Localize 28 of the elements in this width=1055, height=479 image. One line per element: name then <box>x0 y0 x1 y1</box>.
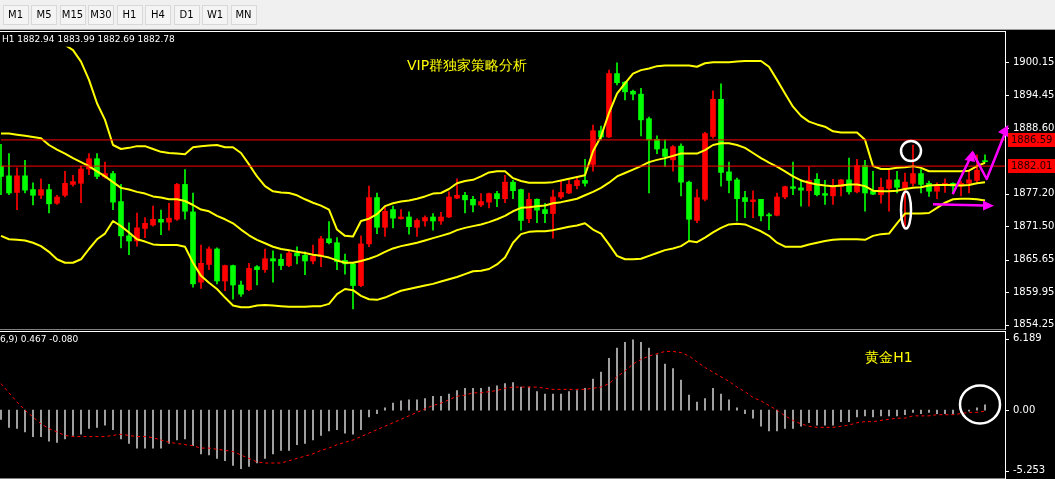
ref-line-label: 1882.01 <box>1011 159 1053 171</box>
y-tick-label: 1859.95 <box>1013 285 1055 297</box>
y-tick-label: 1865.65 <box>1013 253 1055 265</box>
annotation: 黄金H1 <box>865 348 913 365</box>
text: M5 <box>31 4 57 25</box>
line-series <box>0 350 986 464</box>
text: W1 <box>202 4 228 25</box>
y-tick-label: -5.253 <box>1013 464 1046 476</box>
y-tick-label: 1888.60 <box>1013 122 1055 134</box>
y-tick-label: 1871.50 <box>1013 219 1055 231</box>
text: H1 <box>116 4 143 25</box>
y-tick-label: 1854.25 <box>1013 318 1055 330</box>
candlestick <box>822 180 828 205</box>
text: H4 <box>145 4 171 25</box>
text: D1 <box>173 4 200 25</box>
text: M30 <box>88 4 114 25</box>
text: M1 <box>2 4 29 25</box>
y-tick-label: 6.189 <box>1013 332 1042 344</box>
y-tick-label: 1900.15 <box>1013 56 1055 68</box>
annotation: 6,9) 0.467 -0.080 <box>0 334 79 345</box>
annotation: H1 1882.94 1883.99 1882.69 1882.78 <box>2 34 176 45</box>
ref-line-label: 1886.59 <box>1011 133 1053 145</box>
y-tick-label: 1894.45 <box>1013 88 1055 100</box>
text: VIP群独家策略分析 <box>406 56 528 73</box>
text: MN <box>230 4 257 25</box>
y-tick-label: 0.00 <box>1013 403 1036 415</box>
y-tick-label: 1877.20 <box>1013 187 1055 199</box>
text: M15 <box>59 4 86 25</box>
